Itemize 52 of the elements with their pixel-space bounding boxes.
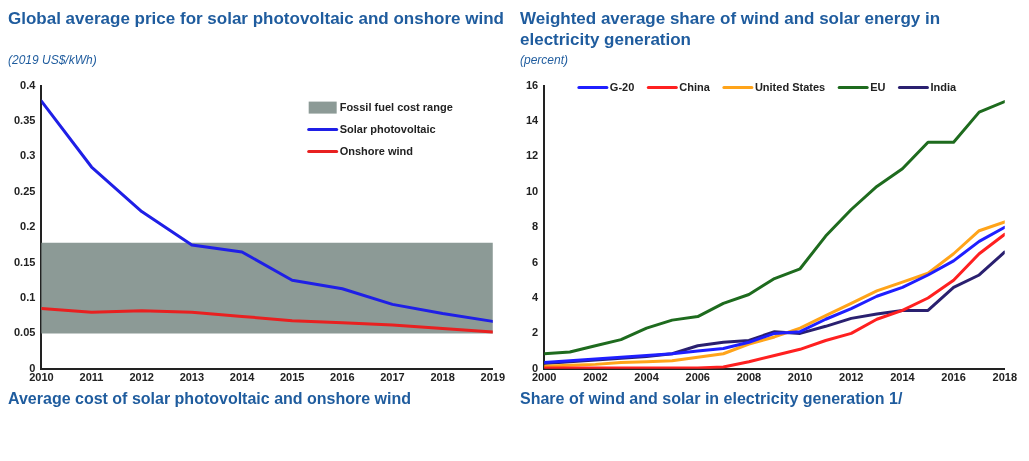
legend-label: Fossil fuel cost range bbox=[339, 100, 453, 113]
y-tick-label: 14 bbox=[525, 114, 540, 127]
x-tick-label: 2012 bbox=[839, 371, 864, 384]
y-tick-label: 4 bbox=[532, 291, 540, 304]
x-tick-label: 2014 bbox=[890, 371, 916, 384]
x-tick-label: 2016 bbox=[941, 371, 966, 384]
y-tick-label: 0.05 bbox=[13, 326, 36, 339]
y-tick-label: 12 bbox=[525, 149, 539, 162]
x-tick-label: 2010 bbox=[29, 371, 54, 384]
y-tick-label: 0.35 bbox=[13, 114, 36, 127]
legend-label: India bbox=[930, 80, 958, 93]
y-tick-label: 2 bbox=[532, 326, 539, 339]
legend-label: Onshore wind bbox=[339, 144, 414, 157]
y-tick-label: 10 bbox=[525, 184, 539, 197]
text: Average cost of solar photovoltaic and onshore wind bbox=[8, 390, 413, 408]
y-tick-label: 0.3 bbox=[20, 149, 36, 162]
x-tick-label: 2004 bbox=[634, 371, 660, 384]
y-tick-label: 0.4 bbox=[20, 78, 37, 91]
x-tick-label: 2011 bbox=[79, 371, 104, 384]
x-tick-label: 2010 bbox=[787, 371, 813, 384]
legend-label: United States bbox=[754, 80, 826, 93]
chart-subtitle: (percent) bbox=[520, 53, 570, 67]
y-tick-label: 0.15 bbox=[13, 255, 36, 268]
y-tick-label: 0.1 bbox=[20, 291, 36, 304]
y-tick-label: 0.2 bbox=[20, 220, 36, 233]
y-tick-label: 0 bbox=[532, 361, 539, 374]
chart-title: Global average price for solar photovoltaic and onshore wind bbox=[8, 8, 505, 30]
x-tick-label: 2017 bbox=[380, 371, 405, 384]
text: Share of wind and solar in electricity generation 1/ bbox=[520, 390, 904, 408]
x-tick-label: 2018 bbox=[430, 371, 455, 384]
x-tick-label: 2015 bbox=[279, 371, 305, 384]
legend-label: Solar photovoltaic bbox=[339, 122, 436, 135]
y-tick-label: 0 bbox=[29, 361, 36, 374]
x-tick-label: 2014 bbox=[229, 371, 256, 384]
x-tick-label: 2002 bbox=[583, 371, 608, 384]
x-tick-label: 2006 bbox=[685, 371, 710, 384]
legend-label: G-20 bbox=[609, 80, 635, 93]
legend-label: EU bbox=[870, 80, 886, 93]
y-tick-label: 0.25 bbox=[13, 184, 36, 197]
x-tick-label: 2019 bbox=[480, 371, 506, 384]
x-tick-label: 2008 bbox=[736, 371, 762, 384]
x-tick-label: 2000 bbox=[531, 371, 557, 384]
x-tick-label: 2012 bbox=[129, 371, 154, 384]
y-tick-label: 8 bbox=[532, 220, 539, 233]
y-tick-label: 16 bbox=[525, 78, 539, 91]
y-tick-label: 6 bbox=[532, 255, 539, 268]
legend-label: China bbox=[679, 80, 711, 93]
x-tick-label: 2013 bbox=[179, 371, 205, 384]
x-tick-label: 2018 bbox=[992, 371, 1018, 384]
x-tick-label: 2016 bbox=[330, 371, 355, 384]
chart-subtitle: (2019 US$/kWh) bbox=[8, 53, 98, 67]
chart-title: Weighted average share of wind and solar energy in electricity generation bbox=[520, 8, 942, 50]
